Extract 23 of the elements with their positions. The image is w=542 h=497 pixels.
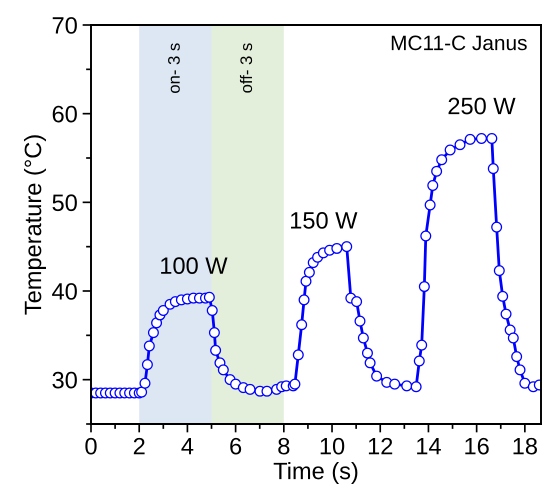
annotation: 100 W bbox=[161, 257, 228, 274]
y-tick-label: 70 bbox=[52, 17, 77, 34]
x-tick-label: 6 bbox=[230, 438, 242, 455]
x-tick-label: 4 bbox=[181, 438, 194, 454]
y-tick-label: 60 bbox=[52, 106, 77, 122]
x-tick-label: 16 bbox=[465, 438, 489, 455]
x-tick-label: 0 bbox=[85, 438, 97, 455]
x-tick-label: 18 bbox=[514, 438, 537, 455]
y-tick-label: 40 bbox=[52, 283, 77, 300]
y-tick-label: 30 bbox=[52, 372, 77, 388]
band-label: on- 3 s bbox=[168, 43, 180, 93]
y-tick-label: 50 bbox=[52, 194, 77, 212]
x-tick-label: 8 bbox=[278, 438, 290, 455]
annotation: MC11-C Janus bbox=[392, 36, 527, 50]
x-axis-title: Time (s) bbox=[274, 462, 358, 484]
x-tick-label: 2 bbox=[134, 438, 145, 454]
band-label: off- 3 s bbox=[240, 43, 252, 93]
x-tick-label: 12 bbox=[368, 438, 392, 454]
y-axis-title: Temperature (°C) bbox=[24, 135, 46, 315]
x-tick-label: 10 bbox=[320, 438, 344, 455]
annotation: 250 W bbox=[448, 98, 516, 114]
x-tick-label: 14 bbox=[417, 438, 441, 454]
annotation: 150 W bbox=[291, 212, 358, 229]
